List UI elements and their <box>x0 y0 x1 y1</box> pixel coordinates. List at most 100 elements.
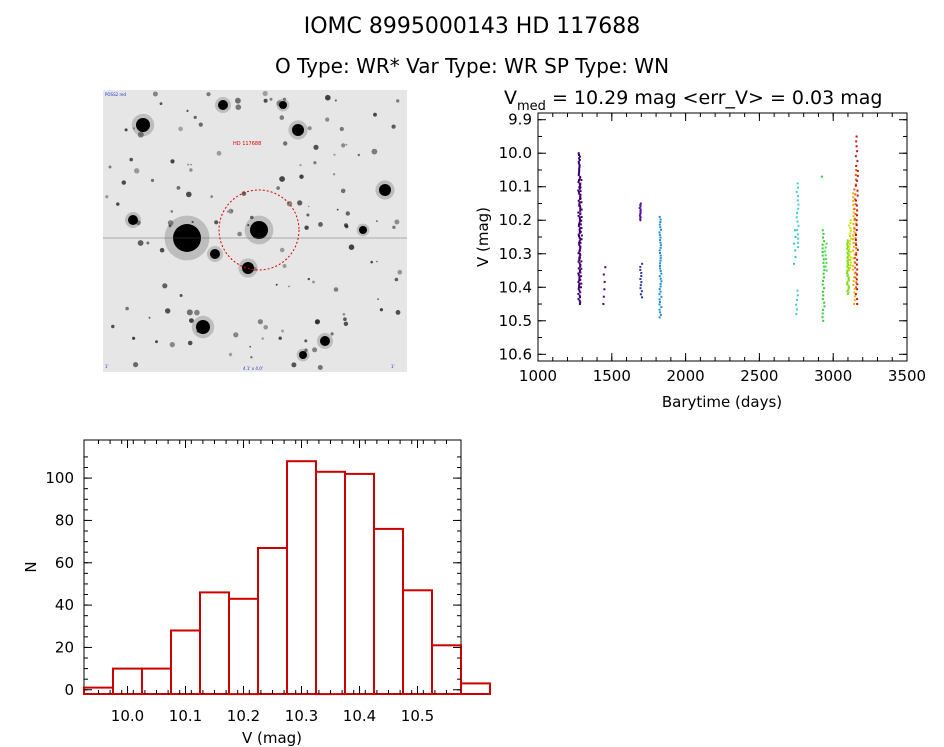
sky-star <box>186 109 189 112</box>
lc-point <box>856 248 859 251</box>
lc-point <box>825 261 828 264</box>
lc-point <box>855 229 858 232</box>
lc-point <box>580 282 583 285</box>
sky-star <box>235 97 241 104</box>
lc-point <box>852 215 855 218</box>
lc-point <box>847 277 850 280</box>
lc-point <box>658 231 661 234</box>
lc-point <box>846 260 849 262</box>
lc-point <box>846 239 849 242</box>
lc-point <box>846 246 849 249</box>
lc-point <box>849 256 852 259</box>
lc-point <box>849 235 851 238</box>
sky-star <box>332 173 336 176</box>
lc-x-tick-label: 2000 <box>667 367 705 385</box>
lc-point <box>577 297 580 300</box>
lc-point <box>846 262 849 265</box>
lc-point <box>658 298 661 301</box>
lc-x-tick-label: 2500 <box>740 367 778 385</box>
lc-point <box>856 268 859 271</box>
lc-point <box>854 184 857 187</box>
lc-point <box>602 303 605 305</box>
sky-star <box>169 342 175 348</box>
hist-x-tick-label: 10.2 <box>227 707 260 725</box>
lc-point <box>578 170 581 173</box>
lc-point <box>849 264 852 267</box>
sky-star <box>333 287 339 292</box>
sky-star <box>317 365 323 370</box>
lc-point <box>578 179 580 182</box>
lc-point <box>825 269 828 272</box>
lc-point <box>822 236 824 239</box>
lc-point <box>855 140 858 143</box>
sky-star <box>263 325 268 330</box>
lc-point <box>578 230 581 233</box>
hist-bars <box>83 460 491 696</box>
sky-star <box>233 332 239 338</box>
sky-star <box>391 124 396 129</box>
sky-star <box>170 210 174 213</box>
lc-point <box>851 264 854 267</box>
lc-point <box>846 293 849 295</box>
sky-star <box>307 205 310 208</box>
sky-star <box>129 157 133 162</box>
sky-star <box>348 244 355 250</box>
lc-x-tick-label: 3500 <box>888 367 926 385</box>
lc-point <box>854 237 857 240</box>
hist-y-tick-label: 40 <box>55 596 74 614</box>
lc-x-tick-label: 3000 <box>814 367 852 385</box>
lc-point <box>847 258 850 261</box>
sky-target-label: HD 117688 <box>233 141 261 147</box>
lc-point <box>848 240 851 243</box>
lc-point <box>855 252 858 255</box>
lc-point <box>659 228 662 231</box>
lc-point <box>578 203 581 206</box>
lc-point <box>580 208 583 211</box>
lc-point <box>580 179 583 181</box>
lc-point <box>849 227 852 230</box>
lc-title-v: V <box>504 87 517 109</box>
lc-point <box>821 316 824 319</box>
lc-point <box>825 258 828 260</box>
lc-point <box>856 209 859 212</box>
lc-point <box>659 236 662 239</box>
lc-point <box>822 319 825 322</box>
sky-star-bright <box>210 249 220 259</box>
lc-point <box>852 242 855 244</box>
lc-point <box>658 249 661 252</box>
sky-star <box>315 319 320 325</box>
lc-point <box>578 235 580 238</box>
lc-point <box>853 227 856 230</box>
lc-point <box>579 238 582 241</box>
sky-star <box>178 126 183 132</box>
sky-star-bright <box>379 184 391 196</box>
lc-point <box>796 199 799 202</box>
lc-point <box>847 288 850 291</box>
lc-point <box>795 303 798 306</box>
sky-star <box>159 247 165 253</box>
lc-point <box>853 230 856 233</box>
lc-point <box>855 135 858 138</box>
lc-point <box>856 179 859 182</box>
lc-point <box>639 213 642 216</box>
lc-point <box>659 246 662 249</box>
lc-point <box>659 262 662 265</box>
lc-point <box>852 200 855 203</box>
sky-star <box>282 97 287 101</box>
lc-title-sub: med <box>517 99 546 114</box>
sky-star <box>333 153 336 156</box>
lc-point <box>659 226 662 229</box>
lc-point <box>846 290 849 293</box>
sky-star <box>228 352 233 357</box>
lc-point <box>578 243 581 246</box>
sky-star <box>186 309 193 316</box>
lc-point <box>639 202 642 205</box>
lc-point <box>849 219 852 222</box>
lc-point <box>796 220 799 223</box>
lc-point <box>578 259 581 261</box>
sky-star <box>186 191 192 198</box>
sky-star <box>162 283 168 289</box>
lc-point <box>856 288 859 291</box>
lc-point <box>579 264 582 267</box>
